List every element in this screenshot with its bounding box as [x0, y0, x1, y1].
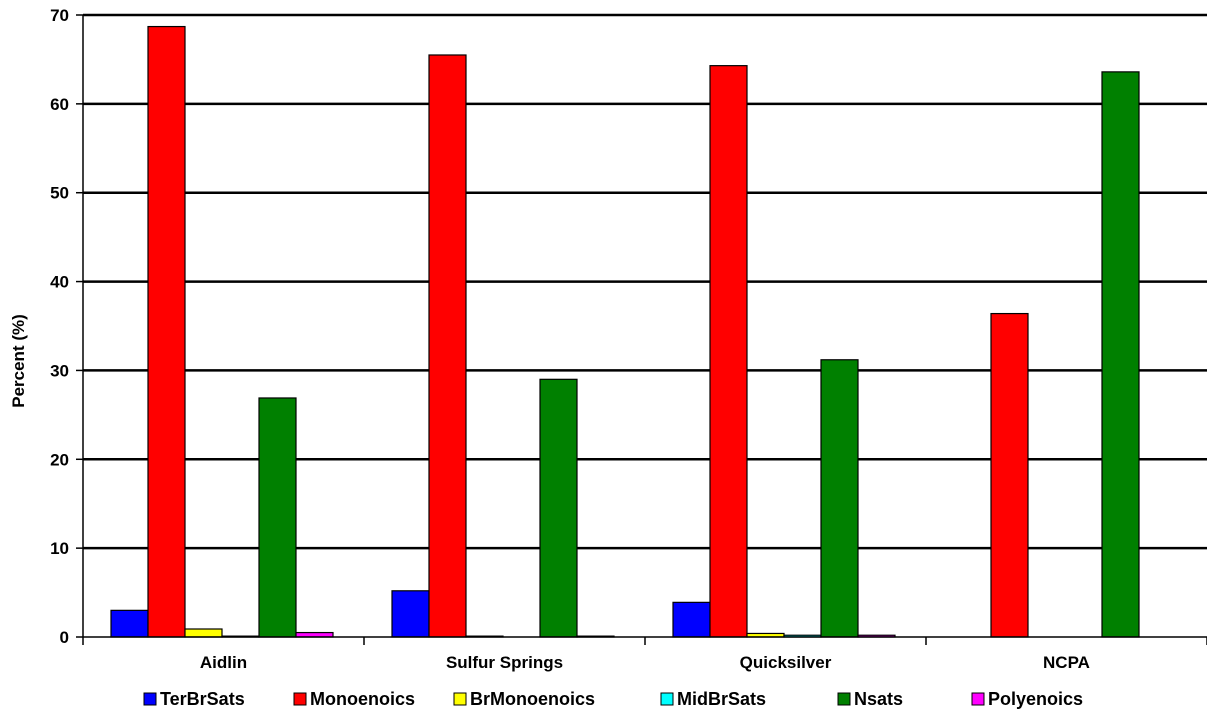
- legend: TerBrSats Monoenoics BrMonoenoics MidBrSats…: [143, 689, 1083, 709]
- legend-swatch-midbrsats: [660, 692, 674, 706]
- legend-label-polyenoics: Polyenoics: [988, 689, 1083, 709]
- bar-monoenoics-quicksilver: [709, 65, 748, 638]
- x-category-label: Aidlin: [200, 653, 247, 672]
- legend-label-midbrsats: MidBrSats: [677, 689, 766, 709]
- y-tick-label: 20: [50, 450, 69, 469]
- x-category-label: NCPA: [1043, 653, 1090, 672]
- legend-swatch-brmonoenoics: [453, 692, 467, 706]
- bar-monoenoics-ncpa: [990, 312, 1029, 638]
- bar-terbrsats-aidlin: [110, 609, 149, 638]
- legend-swatch-terbrsats: [143, 692, 157, 706]
- axes: [76, 14, 1207, 645]
- bar-terbrsats-quicksilver: [672, 601, 711, 638]
- legend-swatch-polyenoics: [971, 692, 985, 706]
- x-category-label: Quicksilver: [740, 653, 832, 672]
- y-tick-label: 70: [50, 6, 69, 25]
- y-tick-label: 60: [50, 95, 69, 114]
- y-tick-label: 0: [60, 628, 69, 647]
- y-axis-label: Percent (%): [9, 314, 28, 408]
- legend-label-terbrsats: TerBrSats: [160, 689, 245, 709]
- x-category-labels: Aidlin Sulfur Springs Quicksilver NCPA: [200, 653, 1090, 672]
- bar-terbrsats-sulfur-springs: [391, 590, 430, 638]
- legend-label-brmonoenoics: BrMonoenoics: [470, 689, 595, 709]
- bars: [110, 25, 1140, 638]
- y-tick-label: 50: [50, 184, 69, 203]
- legend-label-nsats: Nsats: [854, 689, 903, 709]
- bar-monoenoics-sulfur-springs: [428, 54, 467, 638]
- legend-swatch-monoenoics: [293, 692, 307, 706]
- y-tick-label: 10: [50, 539, 69, 558]
- bar-nsats-sulfur-springs: [539, 378, 578, 638]
- bar-brmonoenoics-aidlin: [184, 628, 223, 638]
- y-tick-labels: 0 10 20 30 40 50 60 70: [50, 6, 69, 647]
- bar-monoenoics-aidlin: [147, 25, 186, 638]
- bar-nsats-ncpa: [1101, 71, 1140, 638]
- x-category-label: Sulfur Springs: [446, 653, 563, 672]
- bar-nsats-quicksilver: [820, 359, 859, 638]
- y-tick-label: 30: [50, 361, 69, 380]
- gridlines: [83, 13, 1207, 550]
- y-tick-label: 40: [50, 273, 69, 292]
- legend-label-monoenoics: Monoenoics: [310, 689, 415, 709]
- bar-nsats-aidlin: [258, 397, 297, 638]
- legend-swatch-nsats: [837, 692, 851, 706]
